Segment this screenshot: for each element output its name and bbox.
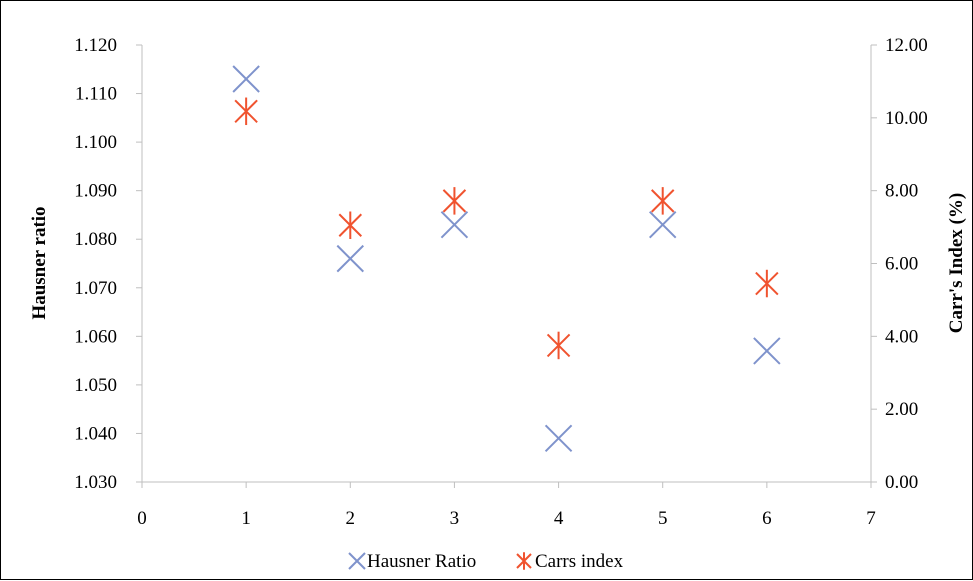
left-tick-label: 1.060	[74, 326, 117, 347]
x-stroke	[232, 65, 260, 93]
legend-label-hausner-ratio: Hausner Ratio	[367, 551, 476, 572]
carrs-index-point	[651, 187, 675, 215]
x-tick-label: 6	[762, 508, 772, 529]
axes	[141, 45, 872, 483]
x-tick-label: 5	[658, 508, 668, 529]
x-tick-label: 0	[137, 508, 147, 529]
left-axis-ticks: 1.030 1.040 1.050 1.060 1.070 1.080 1.090 1.100…	[74, 35, 142, 493]
x-stroke	[348, 552, 366, 570]
x-tick-label: 7	[866, 508, 876, 529]
hausner-ratio-point	[544, 424, 573, 453]
left-tick-label: 1.090	[74, 181, 117, 202]
legend-item-carrs-index	[516, 552, 532, 570]
right-axis-ticks: 0.00 2.00 4.00 6.00 8.00 10.00 12.00	[871, 35, 928, 493]
x-tick-label: 3	[450, 508, 460, 529]
hausner-ratio-point	[753, 337, 781, 365]
legend-item-hausner-ratio	[348, 552, 366, 570]
left-tick-label: 1.080	[74, 229, 117, 250]
carrs-index-point	[234, 97, 258, 126]
right-tick-label: 0.00	[885, 472, 918, 493]
left-tick-label: 1.030	[74, 472, 117, 493]
x-tick-label: 2	[346, 508, 356, 529]
carrs-index-point	[338, 211, 362, 240]
hausner-ratio-point	[649, 210, 677, 239]
x-tick-label: 1	[241, 508, 251, 529]
right-axis-title: Carr's Index (%)	[946, 193, 967, 333]
legend-label-carrs-index: Carrs index	[535, 551, 624, 572]
left-tick-label: 1.120	[74, 35, 117, 56]
right-tick-label: 12.00	[885, 35, 928, 56]
left-tick-label: 1.050	[74, 375, 117, 396]
x-axis-ticks: 0 1 2 3 4 5 6 7	[137, 482, 876, 529]
right-tick-label: 4.00	[885, 326, 918, 347]
left-tick-label: 1.100	[74, 132, 117, 153]
left-tick-label: 1.040	[74, 423, 117, 444]
carrs-index-point	[755, 269, 779, 298]
hausner-ratio-point	[336, 244, 364, 273]
carrs-index-point	[442, 187, 467, 215]
legend: Hausner Ratio Carrs index	[348, 551, 624, 572]
left-tick-label: 1.070	[74, 278, 117, 299]
carrs-index-point	[546, 331, 571, 360]
right-tick-label: 6.00	[885, 254, 918, 275]
x-stroke	[440, 210, 469, 239]
hausner-ratio-point	[232, 65, 260, 93]
x-stroke	[544, 424, 573, 453]
x-stroke	[336, 244, 364, 273]
x-stroke	[753, 337, 781, 365]
right-tick-label: 2.00	[885, 399, 918, 420]
x-stroke	[649, 210, 677, 239]
hausner-ratio-point	[440, 210, 469, 239]
left-axis-title: Hausner ratio	[29, 206, 50, 319]
legend-asterisk-icon	[516, 552, 532, 570]
legend-x-icon	[348, 552, 366, 570]
right-tick-label: 10.00	[885, 108, 928, 129]
x-tick-label: 4	[554, 508, 564, 529]
data-markers	[232, 65, 781, 453]
right-tick-label: 8.00	[885, 181, 918, 202]
left-tick-label: 1.110	[75, 84, 117, 105]
